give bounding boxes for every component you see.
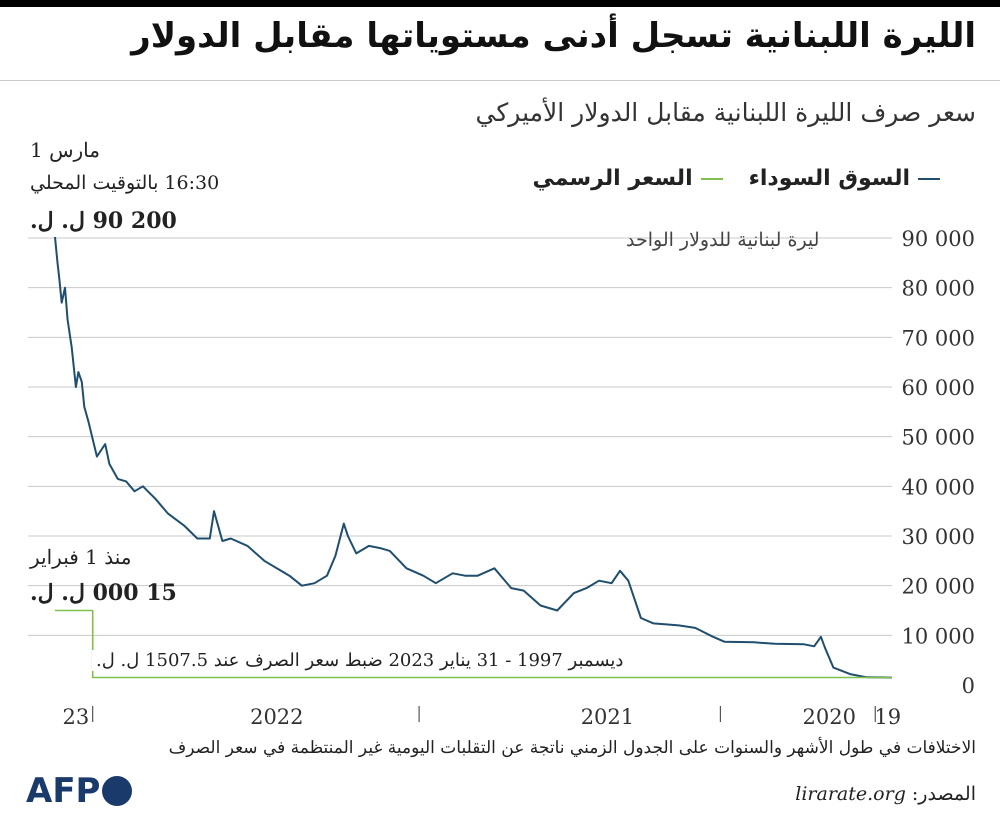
logo-text: AFP xyxy=(26,771,101,811)
afp-logo: AFP xyxy=(26,771,133,811)
chart-title: الليرة اللبنانية تسجل أدنى مستوياتها مقا… xyxy=(131,16,976,56)
x-tick-label: 2021 xyxy=(581,705,634,729)
legend-label-black-market: السوق السوداء xyxy=(748,166,910,191)
source-value: lirarate.org xyxy=(795,783,906,805)
source-label: المصدر: xyxy=(911,783,976,805)
y-tick-label: 20 000 xyxy=(902,575,975,599)
y-tick-label: 80 000 xyxy=(902,277,975,301)
latest-value: 200 90 ل. ل. xyxy=(30,208,177,234)
y-tick-label: 40 000 xyxy=(902,475,975,499)
y-axis-label: ليرة لبنانية للدولار الواحد xyxy=(626,229,819,251)
series-line-black-market xyxy=(54,236,893,679)
x-tick-label: 19 xyxy=(874,705,901,729)
x-tick-label: 2020 xyxy=(802,705,855,729)
series-line-official xyxy=(55,609,892,679)
official-value: 15 000 ل. ل. xyxy=(30,580,177,606)
source: المصدر: lirarate.org xyxy=(795,783,976,805)
legend-swatch-official xyxy=(700,177,723,180)
legend: السوق السوداء السعر الرسمي xyxy=(533,166,940,191)
y-tick-label: 60 000 xyxy=(902,376,975,400)
x-tick-label: 2022 xyxy=(250,705,303,729)
chart-subtitle: سعر صرف الليرة اللبنانية مقابل الدولار ا… xyxy=(475,98,976,127)
y-tick-label: 70 000 xyxy=(902,326,975,350)
y-tick-label: 30 000 xyxy=(902,525,975,549)
y-tick-label: 10 000 xyxy=(902,624,975,648)
latest-time: 16:30 بالتوقيت المحلي xyxy=(30,172,220,194)
peg-note: ديسمبر 1997 - 31 يناير 2023 ضبط سعر الصر… xyxy=(92,650,628,671)
y-tick-label: 90 000 xyxy=(902,227,975,251)
legend-item-official: السعر الرسمي xyxy=(533,166,723,191)
legend-item-black-market: السوق السوداء xyxy=(749,166,940,191)
title-divider xyxy=(0,80,1000,81)
top-bar xyxy=(0,0,1000,7)
y-tick-label: 0 xyxy=(962,674,975,698)
y-tick-label: 50 000 xyxy=(902,426,975,450)
legend-swatch-black-market xyxy=(918,177,940,180)
official-since: منذ 1 فبراير xyxy=(30,545,132,569)
footnote: الاختلافات في طول الأشهر والسنوات على ال… xyxy=(168,738,976,758)
x-tick-label: 23 xyxy=(63,705,90,729)
latest-date: 1 مارس xyxy=(30,138,100,162)
logo-dot-icon xyxy=(102,776,133,806)
legend-label-official: السعر الرسمي xyxy=(532,166,693,191)
